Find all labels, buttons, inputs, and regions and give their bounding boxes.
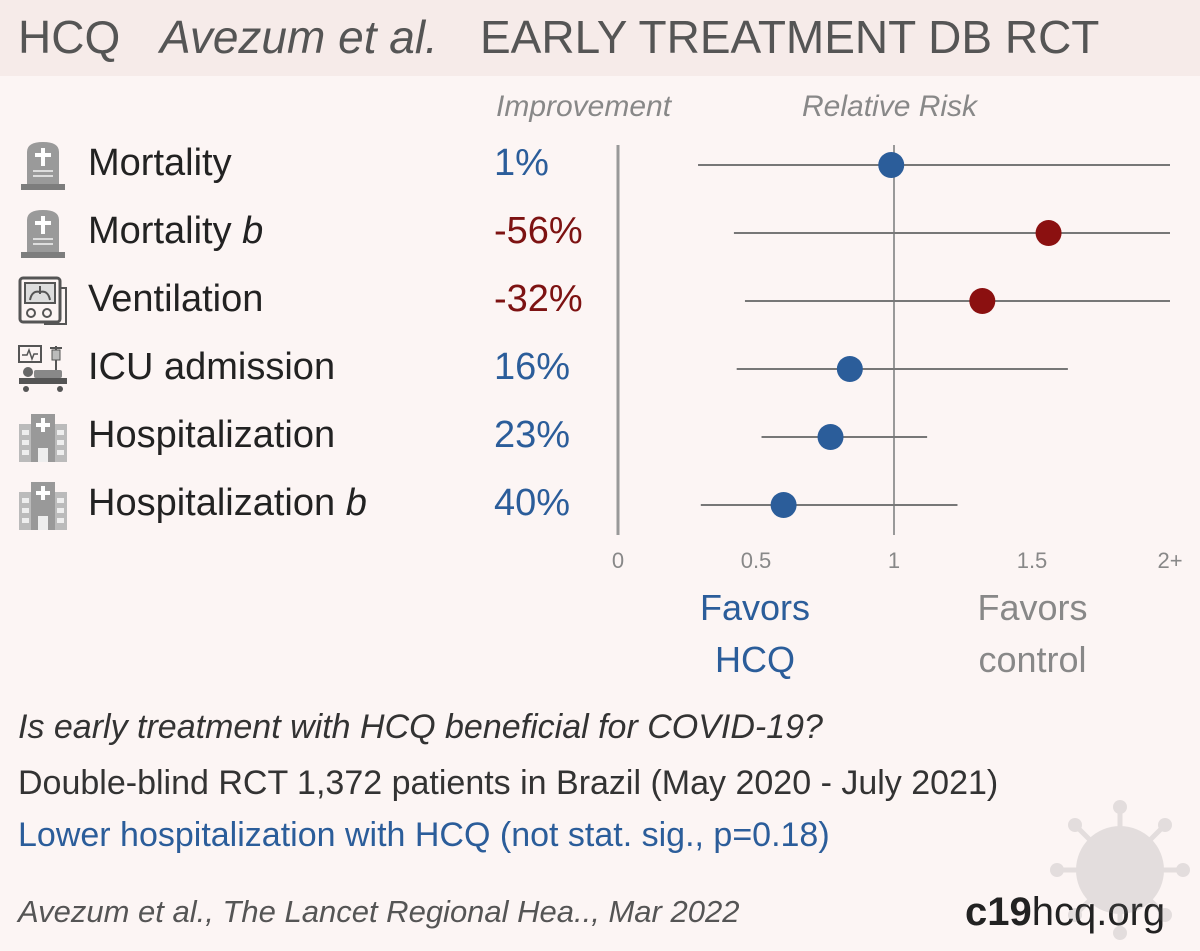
improvement-header: Improvement xyxy=(496,90,672,123)
row-improvement-mortality-b: -56% xyxy=(494,210,583,252)
study-conclusion: Lower hospitalization with HCQ (not stat… xyxy=(18,816,830,854)
row-improvement-mortality: 1% xyxy=(494,142,549,184)
tombstone-icon xyxy=(21,210,65,258)
ventilator-icon xyxy=(18,276,67,325)
study-question: Is early treatment with HCQ beneficial f… xyxy=(18,708,823,746)
hospital-icon xyxy=(19,414,67,462)
row-improvement-hospitalization-b: 40% xyxy=(494,482,571,524)
title-authors: Avezum et al. xyxy=(160,11,438,63)
point-icu-admission xyxy=(836,356,863,382)
row-label-mortality-b: Mortality b xyxy=(88,210,264,252)
x-tick-label: 0.5 xyxy=(741,548,772,573)
title-drug: HCQ xyxy=(18,11,121,63)
row-improvement-icu-admission: 16% xyxy=(494,346,571,388)
site-logo: c19hcq.org xyxy=(965,890,1166,934)
point-hospitalization-b xyxy=(770,492,797,518)
row-label-ventilation: Ventilation xyxy=(88,278,264,320)
icu-bed-icon xyxy=(18,345,67,392)
title-bar: HCQ Avezum et al. EARLY TREATMENT DB RCT xyxy=(0,0,1200,76)
point-ventilation xyxy=(969,288,996,314)
row-label-hospitalization: Hospitalization xyxy=(88,414,336,456)
point-mortality xyxy=(878,152,905,178)
favors-control-label: Favors control xyxy=(977,587,1088,680)
tombstone-icon xyxy=(21,142,65,190)
forest-plot: 0 0.5 1 1.5 2+ xyxy=(612,145,1183,573)
x-tick-label: 1 xyxy=(888,548,900,573)
point-mortality-b xyxy=(1035,220,1062,246)
title-design: EARLY TREATMENT DB RCT xyxy=(480,11,1100,63)
favors-hcq-label: Favors HCQ xyxy=(699,587,811,680)
hospital-icon xyxy=(19,482,67,530)
row-label-icu-admission: ICU admission xyxy=(88,346,336,388)
virus-icon xyxy=(1050,800,1190,940)
row-improvement-ventilation: -32% xyxy=(494,278,583,320)
row-improvement-hospitalization: 23% xyxy=(494,414,571,456)
x-tick-label: 0 xyxy=(612,548,624,573)
row-label-mortality: Mortality xyxy=(88,142,232,184)
x-tick-label: 1.5 xyxy=(1017,548,1048,573)
point-hospitalization xyxy=(817,424,844,450)
citation: Avezum et al., The Lancet Regional Hea..… xyxy=(18,894,740,929)
row-label-hospitalization-b: Hospitalization b xyxy=(88,482,367,524)
x-tick-label: 2+ xyxy=(1157,548,1182,573)
relative-risk-header: Relative Risk xyxy=(802,90,978,123)
study-design: Double-blind RCT 1,372 patients in Brazi… xyxy=(18,764,999,802)
